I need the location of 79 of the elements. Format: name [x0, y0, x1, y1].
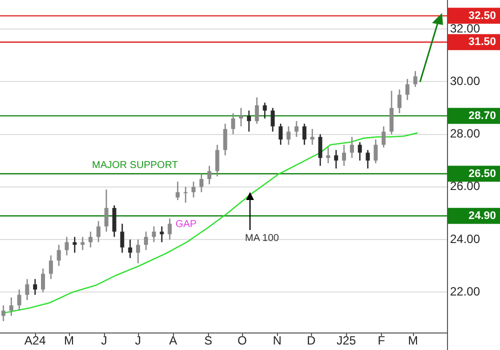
candlestick: [112, 204, 116, 238]
x-tick-label: S: [204, 334, 212, 348]
candlestick: [294, 120, 298, 138]
candlestick: [80, 236, 85, 251]
candlestick: [128, 238, 132, 259]
x-tick-label: O: [238, 334, 247, 348]
candlestick: [1, 304, 6, 322]
candlestick: [41, 268, 46, 293]
y-tick-label: 26.00: [450, 179, 480, 194]
candlestick: [270, 107, 275, 132]
annotation: GAP: [175, 218, 197, 230]
candlestick: [207, 165, 212, 185]
candlestick: [286, 126, 291, 146]
candlestick: [17, 288, 22, 312]
candlestick: [160, 226, 164, 243]
x-tick-label: J25: [336, 334, 356, 348]
ref-line-label: 28.70: [468, 110, 496, 122]
candlestick: [397, 88, 402, 114]
candlestick: [96, 220, 100, 243]
annotation: MAJOR SUPPORT: [92, 160, 178, 171]
candlestick: [310, 128, 314, 146]
ref-line-label: 31.50: [468, 36, 496, 48]
x-tick-label: M: [64, 334, 74, 348]
candlestick: [326, 146, 330, 164]
x-tick-label: D: [306, 334, 316, 348]
candlestick: [278, 123, 283, 146]
candlestick: [199, 173, 204, 193]
ref-line-label: 24.90: [468, 210, 496, 222]
x-tick-label: N: [272, 334, 282, 348]
candlestick: [358, 142, 362, 162]
candlestick: [56, 244, 61, 267]
candlestick: [366, 149, 370, 170]
y-tick-label: 24.00: [450, 232, 480, 246]
candlestick: [413, 70, 418, 88]
annotation: MA 100: [245, 232, 280, 244]
candlestick: [342, 144, 346, 166]
candlestick: [231, 112, 236, 135]
candlestick: [405, 78, 410, 101]
candlestick: [88, 231, 93, 248]
y-tick-label: 28.00: [450, 126, 480, 141]
candlestick: [302, 123, 306, 146]
x-tick-label: A24: [24, 334, 46, 348]
candlestick: [382, 126, 386, 148]
candlestick: [25, 278, 30, 301]
candlestick: [192, 180, 196, 198]
candlestick: [136, 238, 140, 264]
x-tick-label: J: [135, 334, 142, 348]
x-tick-label: A: [169, 334, 178, 348]
ref-line-label: 26.50: [468, 168, 496, 180]
candlestick: [262, 102, 267, 120]
candlestick: [176, 180, 180, 201]
candlestick: [239, 107, 244, 128]
x-tick-label: F: [378, 334, 386, 348]
candlestick: [223, 123, 228, 156]
ref-line-label: 32.50: [468, 10, 496, 22]
candlestick: [350, 136, 354, 159]
candlestick: [184, 186, 188, 204]
candlestick: [318, 134, 322, 166]
candlestick: [152, 226, 156, 243]
y-tick-label: 22.00: [450, 284, 480, 299]
candlestick: [72, 236, 77, 254]
candlestick: [120, 223, 124, 254]
candlestick: [390, 90, 394, 135]
candlestick: [64, 236, 69, 256]
y-tick-label: 32.00: [450, 21, 480, 36]
candlestick: [144, 231, 148, 251]
candlestick: [246, 110, 251, 132]
candlestick: [168, 218, 172, 240]
candlestick: [254, 96, 259, 124]
y-tick-label: 30.00: [450, 74, 480, 88]
candlestick: [374, 138, 378, 164]
candlestick: [215, 144, 220, 178]
candlestick: [104, 188, 108, 232]
x-tick-label: J: [101, 334, 108, 348]
candlestick: [48, 254, 53, 280]
x-tick-label: M: [408, 334, 418, 348]
candlestick: [9, 296, 14, 317]
candlestick: [334, 149, 338, 170]
candlestick: [33, 278, 38, 296]
